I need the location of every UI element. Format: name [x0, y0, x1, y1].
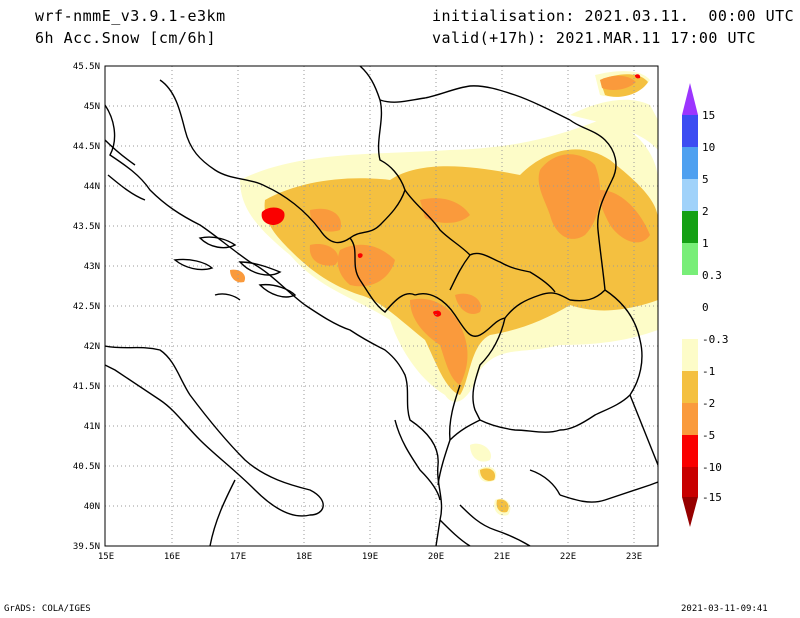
lon-label: 22E	[560, 552, 576, 562]
lon-label: 17E	[230, 552, 246, 562]
colorbar-top-arrow	[682, 83, 698, 115]
colorbar-label: -2	[702, 397, 715, 410]
colorbar-swatch	[682, 243, 698, 275]
colorbar-label: 2	[702, 205, 709, 218]
lat-label: 42.5N	[73, 302, 100, 312]
lat-label: 43N	[84, 262, 100, 272]
colorbar-swatch	[682, 211, 698, 243]
colorbar-label: -10	[702, 461, 722, 474]
field-title: 6h Acc.Snow [cm/6h]	[35, 29, 217, 47]
colorbar-swatch	[682, 115, 698, 147]
colorbar-label: 10	[702, 141, 715, 154]
lon-label: 19E	[362, 552, 378, 562]
lat-label: 40N	[84, 502, 100, 512]
lon-label: 15E	[98, 552, 114, 562]
lat-label: 44.5N	[73, 142, 100, 152]
model-title: wrf-nmmE_v3.9.1-e3km	[35, 7, 226, 25]
lat-label: 41.5N	[73, 382, 100, 392]
coastlines-borders	[105, 66, 658, 546]
lon-label: 20E	[428, 552, 444, 562]
valid-time: valid(+17h): 2021.MAR.11 17:00 UTC	[432, 29, 757, 47]
colorbar-swatch	[682, 435, 698, 467]
colorbar-label: 5	[702, 173, 709, 186]
colorbar-swatch	[682, 371, 698, 403]
colorbar-labels: 15 10 5 2 1 0.3 0 -0.3 -1 -2 -5 -10 -15	[702, 109, 729, 504]
init-time: initialisation: 2021.03.11. 00:00 UTC	[432, 7, 795, 25]
colorbar-swatch	[682, 179, 698, 211]
lon-label: 16E	[164, 552, 180, 562]
colorbar-label: 15	[702, 109, 715, 122]
footer-credit: GrADS: COLA/IGES	[4, 604, 91, 614]
colorbar-swatch	[682, 467, 698, 497]
lat-label: 41N	[84, 422, 100, 432]
colorbar	[682, 83, 698, 527]
colorbar-swatch	[682, 403, 698, 435]
lon-axis: 15E 16E 17E 18E 19E 20E 21E 22E 23E	[98, 552, 642, 562]
lat-lon-grid	[105, 66, 658, 546]
colorbar-label: 0	[702, 301, 709, 314]
lon-label: 21E	[494, 552, 510, 562]
colorbar-swatch	[682, 339, 698, 371]
lat-label: 40.5N	[73, 462, 100, 472]
lat-label: 42N	[84, 342, 100, 352]
lat-label: 44N	[84, 182, 100, 192]
lat-axis: 45.5N 45N 44.5N 44N 43.5N 43N 42.5N 42N …	[73, 62, 100, 552]
lat-label: 45N	[84, 102, 100, 112]
map-frame	[104, 65, 659, 547]
snow-shading	[230, 71, 658, 516]
lat-label: 39.5N	[73, 542, 100, 552]
colorbar-label: 1	[702, 237, 709, 250]
footer-timestamp: 2021-03-11-09:41	[681, 604, 768, 614]
lat-label: 45.5N	[73, 62, 100, 72]
lon-label: 18E	[296, 552, 312, 562]
lat-label: 43.5N	[73, 222, 100, 232]
colorbar-bottom-arrow	[682, 497, 698, 527]
colorbar-swatch	[682, 275, 698, 339]
colorbar-label: -0.3	[702, 333, 729, 346]
colorbar-swatch	[682, 147, 698, 179]
colorbar-label: -1	[702, 365, 715, 378]
colorbar-label: 0.3	[702, 269, 722, 282]
colorbar-label: -15	[702, 491, 722, 504]
colorbar-label: -5	[702, 429, 715, 442]
lon-label: 23E	[626, 552, 642, 562]
